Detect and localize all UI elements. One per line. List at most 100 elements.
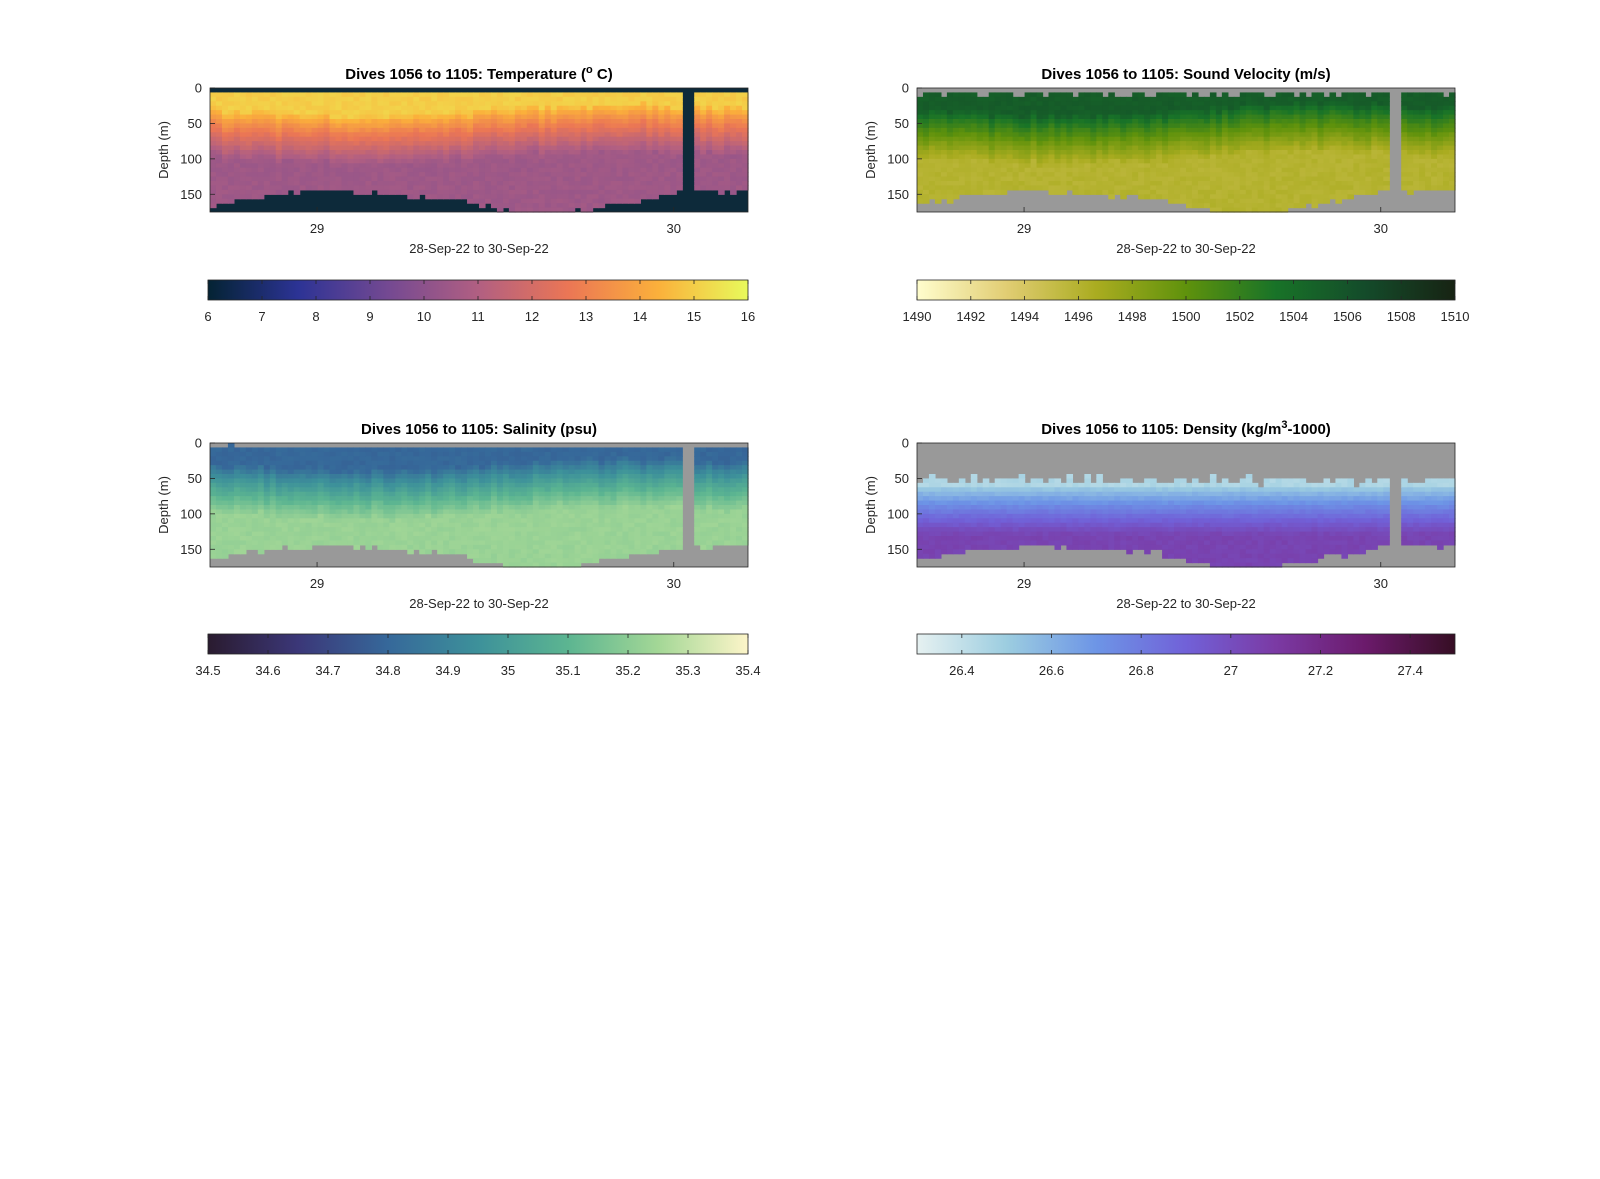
- heatmap-cell: [257, 496, 265, 502]
- heatmap-cell: [1138, 114, 1145, 120]
- heatmap-cell: [676, 181, 683, 187]
- heatmap-cell: [341, 105, 349, 111]
- heatmap-cell: [1329, 154, 1337, 160]
- heatmap-cell: [586, 172, 594, 178]
- heatmap-cell: [1407, 176, 1414, 182]
- heatmap-cell: [1233, 110, 1241, 116]
- heatmap-cell: [1108, 163, 1115, 169]
- heatmap-cell: [520, 176, 528, 182]
- heatmap-cell: [1251, 132, 1259, 138]
- heatmap-cell: [1030, 185, 1038, 191]
- heatmap-cell: [353, 163, 361, 169]
- y-axis-label: Depth (m): [156, 121, 171, 179]
- heatmap-cell: [664, 189, 671, 195]
- heatmap-cell: [640, 119, 647, 125]
- heatmap-cell: [371, 500, 378, 506]
- heatmap-cell: [496, 145, 504, 151]
- heatmap-cell: [245, 469, 253, 475]
- heatmap-cell: [221, 189, 229, 195]
- heatmap-cell: [323, 456, 331, 462]
- heatmap-cell: [1180, 172, 1187, 178]
- heatmap-cell: [988, 176, 996, 182]
- heatmap-cell: [215, 158, 223, 164]
- heatmap-cell: [473, 145, 480, 151]
- heatmap-cell: [928, 145, 936, 151]
- heatmap-cell: [1233, 176, 1241, 182]
- heatmap-cell: [215, 110, 223, 116]
- heatmap-cell: [215, 509, 223, 515]
- heatmap-cell: [958, 123, 966, 129]
- heatmap-cell: [305, 513, 313, 519]
- heatmap-cell: [305, 92, 313, 98]
- heatmap-cell: [371, 531, 378, 537]
- heatmap-cell: [1030, 110, 1038, 116]
- heatmap-cell: [586, 141, 594, 147]
- heatmap-cell: [329, 123, 337, 129]
- heatmap-cell: [293, 460, 301, 466]
- heatmap-cell: [934, 101, 942, 107]
- heatmap-cell: [233, 176, 241, 182]
- heatmap-cell: [952, 119, 960, 125]
- heatmap-cell: [1114, 181, 1121, 187]
- heatmap-cell: [1090, 96, 1097, 102]
- heatmap-cell: [347, 132, 355, 138]
- heatmap-cell: [1096, 185, 1103, 191]
- heatmap-cell: [317, 513, 325, 519]
- heatmap-cell: [1347, 145, 1354, 151]
- heatmap-cell: [1245, 96, 1253, 102]
- heatmap-cell: [407, 114, 414, 120]
- heatmap-cell: [407, 194, 414, 200]
- heatmap-cell: [544, 185, 552, 191]
- heatmap-cell: [443, 167, 450, 173]
- chart-title: Dives 1056 to 1105: Temperature (o C): [345, 64, 612, 83]
- heatmap-cell: [496, 114, 504, 120]
- heatmap-cell: [1156, 141, 1163, 147]
- heatmap-cell: [329, 505, 337, 511]
- heatmap-cell: [305, 181, 313, 187]
- heatmap-cell: [940, 145, 948, 151]
- heatmap-cell: [431, 101, 438, 107]
- heatmap-cell: [652, 150, 659, 156]
- heatmap-cell: [1150, 181, 1157, 187]
- heatmap-cell: [383, 482, 390, 488]
- heatmap-cell: [1245, 181, 1253, 187]
- heatmap-cell: [1239, 132, 1247, 138]
- heatmap-cell: [210, 123, 217, 129]
- heatmap-cell: [1419, 105, 1426, 111]
- heatmap-cell: [694, 136, 701, 142]
- heatmap-cell: [1138, 154, 1145, 160]
- heatmap-cell: [514, 110, 522, 116]
- heatmap-cell: [1144, 167, 1151, 173]
- heatmap-cell: [210, 482, 217, 488]
- heatmap-cell: [1221, 141, 1229, 147]
- heatmap-cell: [1323, 154, 1331, 160]
- heatmap-cell: [269, 145, 277, 151]
- heatmap-cell: [994, 163, 1002, 169]
- heatmap-cell: [1060, 145, 1068, 151]
- heatmap-cell: [580, 136, 588, 142]
- heatmap-cell: [622, 154, 630, 160]
- heatmap-cell: [928, 189, 936, 195]
- heatmap-cell: [239, 469, 247, 475]
- heatmap-cell: [1096, 181, 1103, 187]
- heatmap-cell: [1431, 185, 1438, 191]
- heatmap-cell: [413, 189, 420, 195]
- heatmap-cell: [353, 460, 361, 466]
- heatmap-cell: [1114, 127, 1121, 133]
- heatmap-cell: [1275, 110, 1283, 116]
- heatmap-cell: [1317, 185, 1325, 191]
- heatmap-cell: [976, 167, 984, 173]
- heatmap-cell: [574, 198, 582, 204]
- heatmap-cell: [1186, 189, 1193, 195]
- heatmap-cell: [1215, 167, 1223, 173]
- heatmap-cell: [245, 500, 253, 506]
- heatmap-cell: [1401, 176, 1408, 182]
- heatmap-cell: [964, 189, 972, 195]
- heatmap-cell: [263, 92, 271, 98]
- heatmap-cell: [622, 145, 630, 151]
- heatmap-cell: [221, 92, 229, 98]
- heatmap-cell: [395, 127, 402, 133]
- heatmap-cell: [341, 491, 349, 497]
- heatmap-cell: [1317, 172, 1325, 178]
- heatmap-cell: [1215, 96, 1223, 102]
